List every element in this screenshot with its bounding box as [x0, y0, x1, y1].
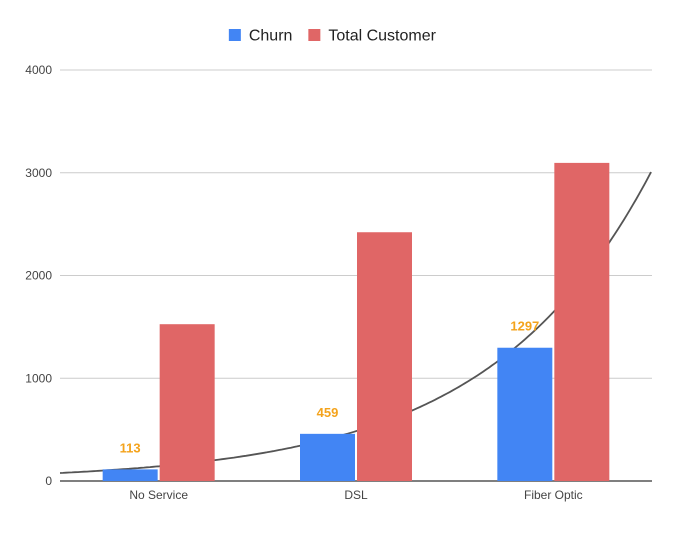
y-tick-label: 3000	[25, 166, 52, 180]
data-label: 1297	[510, 319, 539, 334]
bar-churn-dsl	[300, 433, 355, 481]
legend-label-churn: Churn	[249, 28, 293, 45]
gridlines	[60, 69, 652, 482]
y-axis: 0 1000 2000 3000 4000	[25, 63, 52, 488]
bar-churn-no-service	[102, 469, 158, 481]
legend: Churn Total Customer	[228, 28, 437, 45]
x-axis: No Service DSL Fiber Optic	[129, 488, 582, 502]
trendline-layer	[59, 171, 652, 474]
legend-swatch-total-customer	[308, 29, 321, 41]
data-labels: 113 459 1297	[120, 319, 540, 456]
bar-total-customer-fiber-optic	[554, 162, 610, 482]
x-tick-label: No Service	[129, 488, 188, 502]
y-tick-label: 1000	[25, 371, 52, 385]
trendline	[59, 171, 652, 474]
bar-total-customer-no-service	[159, 324, 215, 481]
x-tick-label: DSL	[344, 488, 368, 502]
data-label: 113	[120, 440, 141, 455]
legend-label-total-customer: Total Customer	[328, 28, 436, 45]
bar-churn-fiber-optic	[497, 347, 553, 481]
y-tick-label: 2000	[25, 269, 52, 283]
bars	[102, 162, 610, 482]
x-tick-label: Fiber Optic	[524, 488, 583, 502]
y-tick-label: 4000	[25, 63, 52, 77]
data-label: 459	[317, 405, 339, 420]
legend-swatch-churn	[228, 29, 241, 41]
bar-total-customer-dsl	[357, 232, 412, 481]
y-tick-label: 0	[45, 474, 52, 488]
